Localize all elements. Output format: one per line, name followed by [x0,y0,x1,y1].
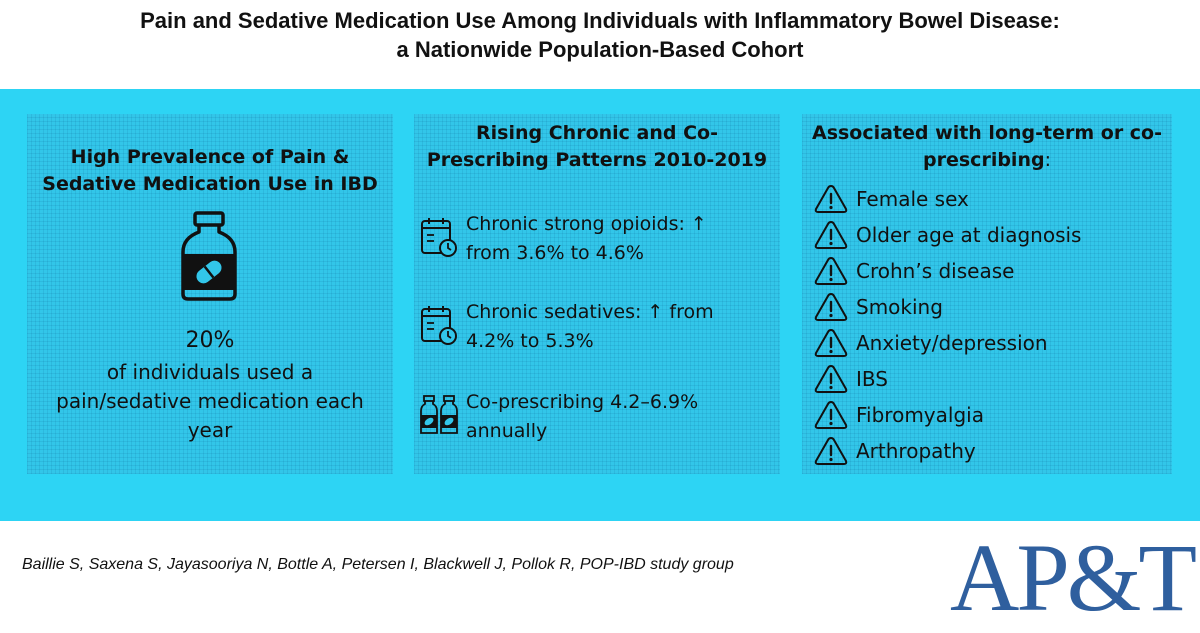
medicine-bottle-icon [177,210,241,302]
title-line-1: Pain and Sedative Medication Use Among I… [140,8,1060,33]
associations-heading: Associated with long-term or co- prescri… [802,120,1172,174]
factor-item: Anxiety/depression [814,325,1164,361]
trends-panel: Rising Chronic and Co- Prescribing Patte… [414,114,780,474]
page-title: Pain and Sedative Medication Use Among I… [0,6,1200,64]
trend-opioids-line-1: Chronic strong opioids: ↑ [466,213,707,235]
warning-triangle-icon [814,399,848,431]
prevalence-desc-line-3: year [187,418,233,442]
prevalence-description: of individuals used a pain/sedative medi… [27,358,393,445]
calendar-clock-icon [420,216,458,258]
factor-label: Crohn’s disease [856,259,1015,283]
associations-panel: Associated with long-term or co- prescri… [802,114,1172,474]
factor-item: IBS [814,361,1164,397]
trends-heading: Rising Chronic and Co- Prescribing Patte… [414,120,780,174]
trends-heading-line-2: Prescribing Patterns 2010-2019 [426,149,768,171]
trend-coprescribing-line-2: annually [466,420,548,442]
factor-item: Older age at diagnosis [814,217,1164,253]
factor-item: Fibromyalgia [814,397,1164,433]
trend-coprescribing-line-1: Co-prescribing 4.2–6.9% [466,391,699,413]
factor-item: Arthropathy [814,433,1164,469]
author-list: Baillie S, Saxena S, Jayasooriya N, Bott… [22,556,734,573]
warning-triangle-icon [814,255,848,287]
factor-label: Fibromyalgia [856,403,984,427]
factor-item: Smoking [814,289,1164,325]
trend-text-opioids: Chronic strong opioids: ↑ from 3.6% to 4… [466,210,766,268]
trends-heading-line-1: Rising Chronic and Co- [476,122,718,144]
prevalence-percent: 20% [185,328,235,353]
prevalence-panel: High Prevalence of Pain & Sedative Medic… [27,114,393,474]
title-line-2: a Nationwide Population-Based Cohort [396,37,804,62]
warning-triangle-icon [814,219,848,251]
factor-label: Arthropathy [856,439,976,463]
trend-item-opioids: Chronic strong opioids: ↑ from 3.6% to 4… [420,210,776,270]
prevalence-heading-line-2: Sedative Medication Use in IBD [42,173,378,195]
factor-item: Crohn’s disease [814,253,1164,289]
two-bottles-icon [420,394,458,436]
prevalence-desc-line-2: pain/sedative medication each [56,389,364,413]
associations-heading-colon: : [1044,149,1051,171]
factor-label: Smoking [856,295,943,319]
associations-heading-line-2: prescribing [923,149,1045,171]
factor-label: Female sex [856,187,969,211]
warning-triangle-icon [814,327,848,359]
trend-text-sedatives: Chronic sedatives: ↑ from 4.2% to 5.3% [466,298,766,356]
warning-triangle-icon [814,183,848,215]
factor-list: Female sex Older age at diagnosis Crohn’s … [814,181,1164,469]
trend-item-coprescribing: Co-prescribing 4.2–6.9% annually [420,388,776,448]
factor-label: IBS [856,367,888,391]
trend-item-sedatives: Chronic sedatives: ↑ from 4.2% to 5.3% [420,298,776,358]
calendar-clock-icon [420,304,458,346]
journal-logo: AP&T [950,524,1197,631]
prevalence-heading: High Prevalence of Pain & Sedative Medic… [27,144,393,198]
factor-item: Female sex [814,181,1164,217]
trend-sedatives-line-1: Chronic sedatives: ↑ from [466,301,714,323]
trend-opioids-line-2: from 3.6% to 4.6% [466,242,644,264]
warning-triangle-icon [814,363,848,395]
prevalence-desc-line-1: of individuals used a [106,360,314,384]
prevalence-heading-line-1: High Prevalence of Pain & [70,146,350,168]
trend-text-coprescribing: Co-prescribing 4.2–6.9% annually [466,388,766,446]
associations-heading-line-1: Associated with long-term or co- [811,122,1162,144]
trend-sedatives-line-2: 4.2% to 5.3% [466,330,594,352]
warning-triangle-icon [814,435,848,467]
warning-triangle-icon [814,291,848,323]
factor-label: Anxiety/depression [856,331,1048,355]
factor-label: Older age at diagnosis [856,223,1082,247]
